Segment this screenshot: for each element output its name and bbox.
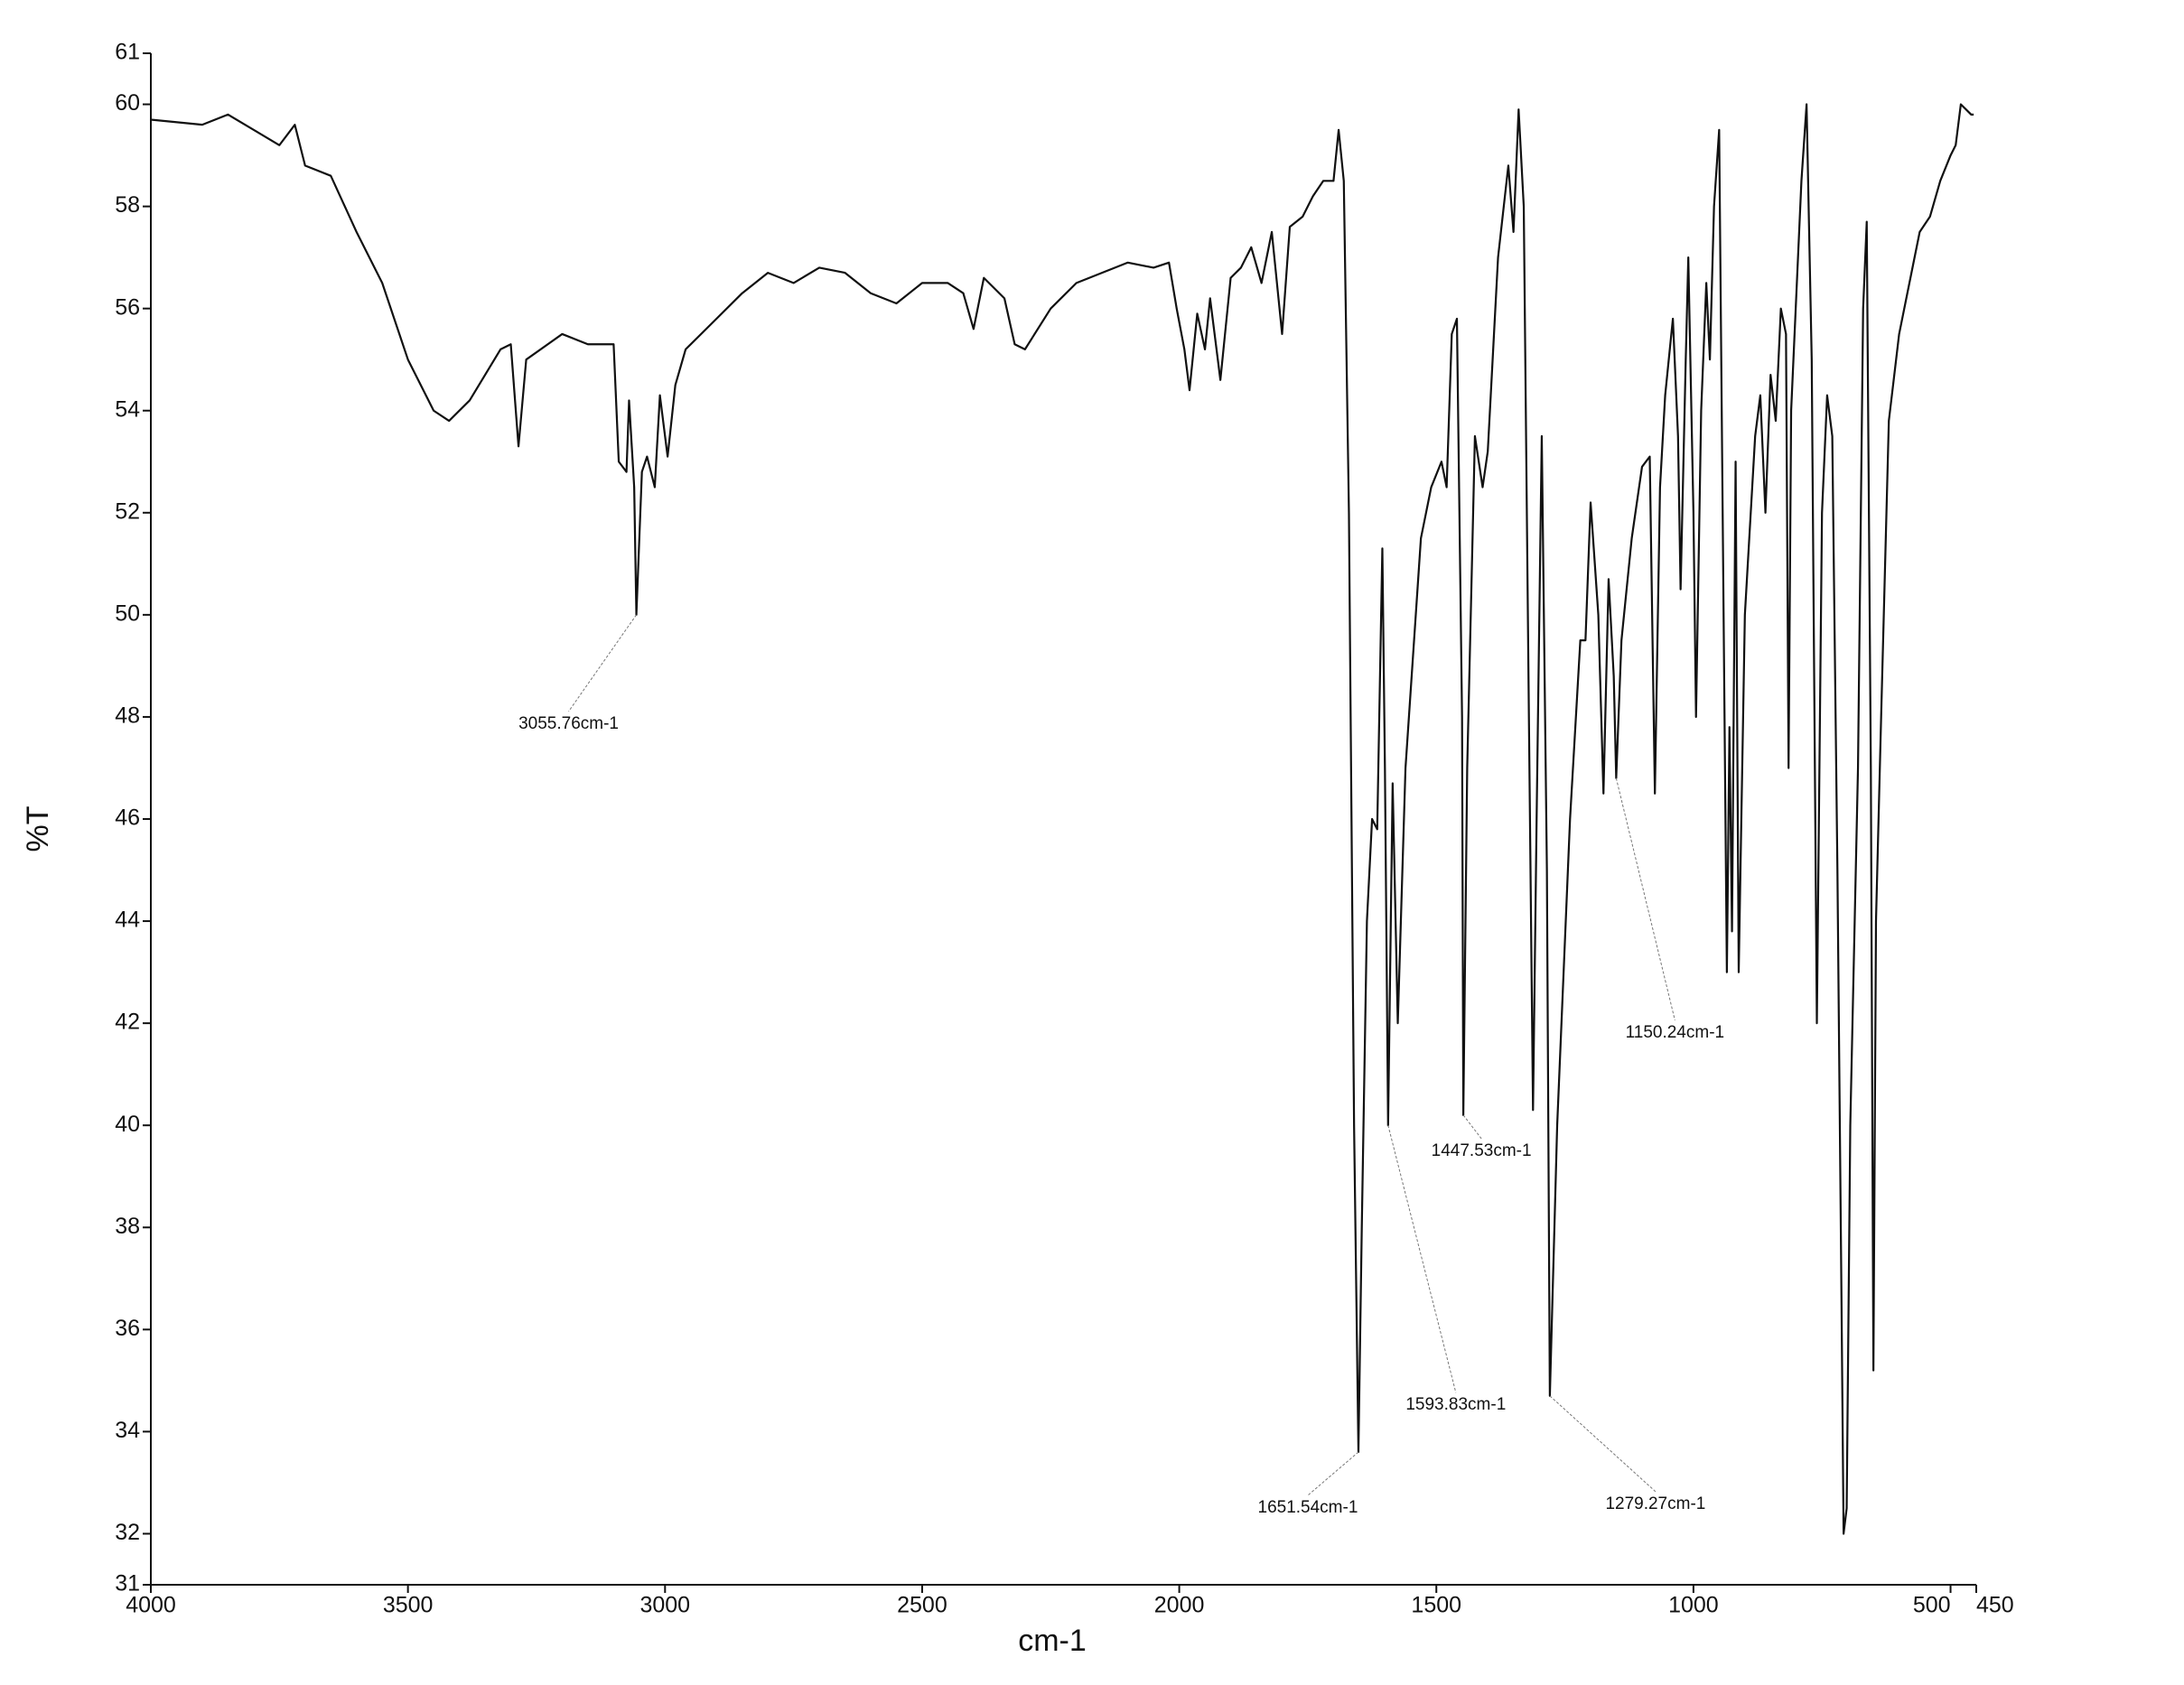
- annotation-label: 1150.24cm-1: [1626, 1023, 1725, 1042]
- y-tick-label: 60: [115, 90, 140, 116]
- annotation-label: 3055.76cm-1: [518, 714, 619, 733]
- y-tick-label: 48: [115, 703, 140, 729]
- y-tick-label: 36: [115, 1316, 140, 1341]
- x-tick-label: 450: [1976, 1593, 2014, 1618]
- y-tick-label: 40: [115, 1112, 140, 1137]
- annotation-label: 1593.83cm-1: [1405, 1395, 1506, 1414]
- y-tick-label: 46: [115, 805, 140, 831]
- annotation-label: 1651.54cm-1: [1258, 1498, 1358, 1517]
- y-tick-label: 50: [115, 600, 140, 626]
- y-tick-label: 42: [115, 1010, 140, 1035]
- y-tick-label: 31: [115, 1571, 140, 1597]
- x-tick-label: 1500: [1411, 1593, 1461, 1618]
- x-tick-label: 2000: [1154, 1593, 1205, 1618]
- y-tick-label: 34: [115, 1418, 140, 1443]
- annotation-label: 1447.53cm-1: [1432, 1141, 1532, 1160]
- x-tick-label: 3500: [383, 1593, 434, 1618]
- x-tick-label: 500: [1913, 1593, 1951, 1618]
- x-axis-title: cm-1: [1018, 1624, 1087, 1658]
- annotation-leader: [1387, 1125, 1457, 1393]
- y-tick-label: 38: [115, 1214, 140, 1239]
- y-tick-label: 32: [115, 1520, 140, 1545]
- annotation-leader: [1307, 1451, 1359, 1496]
- y-tick-label: 52: [115, 498, 140, 524]
- y-tick-label: 58: [115, 192, 140, 218]
- x-tick-label: 3000: [639, 1593, 690, 1618]
- y-tick-label: 54: [115, 396, 140, 422]
- y-tick-label: 56: [115, 294, 140, 320]
- annotation-leader: [1462, 1114, 1482, 1140]
- x-tick-label: 1000: [1668, 1593, 1719, 1618]
- spectrum-line: [150, 103, 1974, 1535]
- y-axis-title: %T: [21, 806, 55, 852]
- annotation-leader: [1549, 1395, 1657, 1493]
- annotation-label: 1279.27cm-1: [1605, 1494, 1705, 1513]
- annotation-leader: [1615, 777, 1675, 1020]
- x-tick-label: 2500: [897, 1593, 947, 1618]
- annotation-leader: [568, 614, 637, 712]
- y-tick-label: 61: [115, 40, 140, 65]
- x-tick-label: 4000: [126, 1593, 176, 1618]
- y-tick-label: 44: [115, 908, 140, 933]
